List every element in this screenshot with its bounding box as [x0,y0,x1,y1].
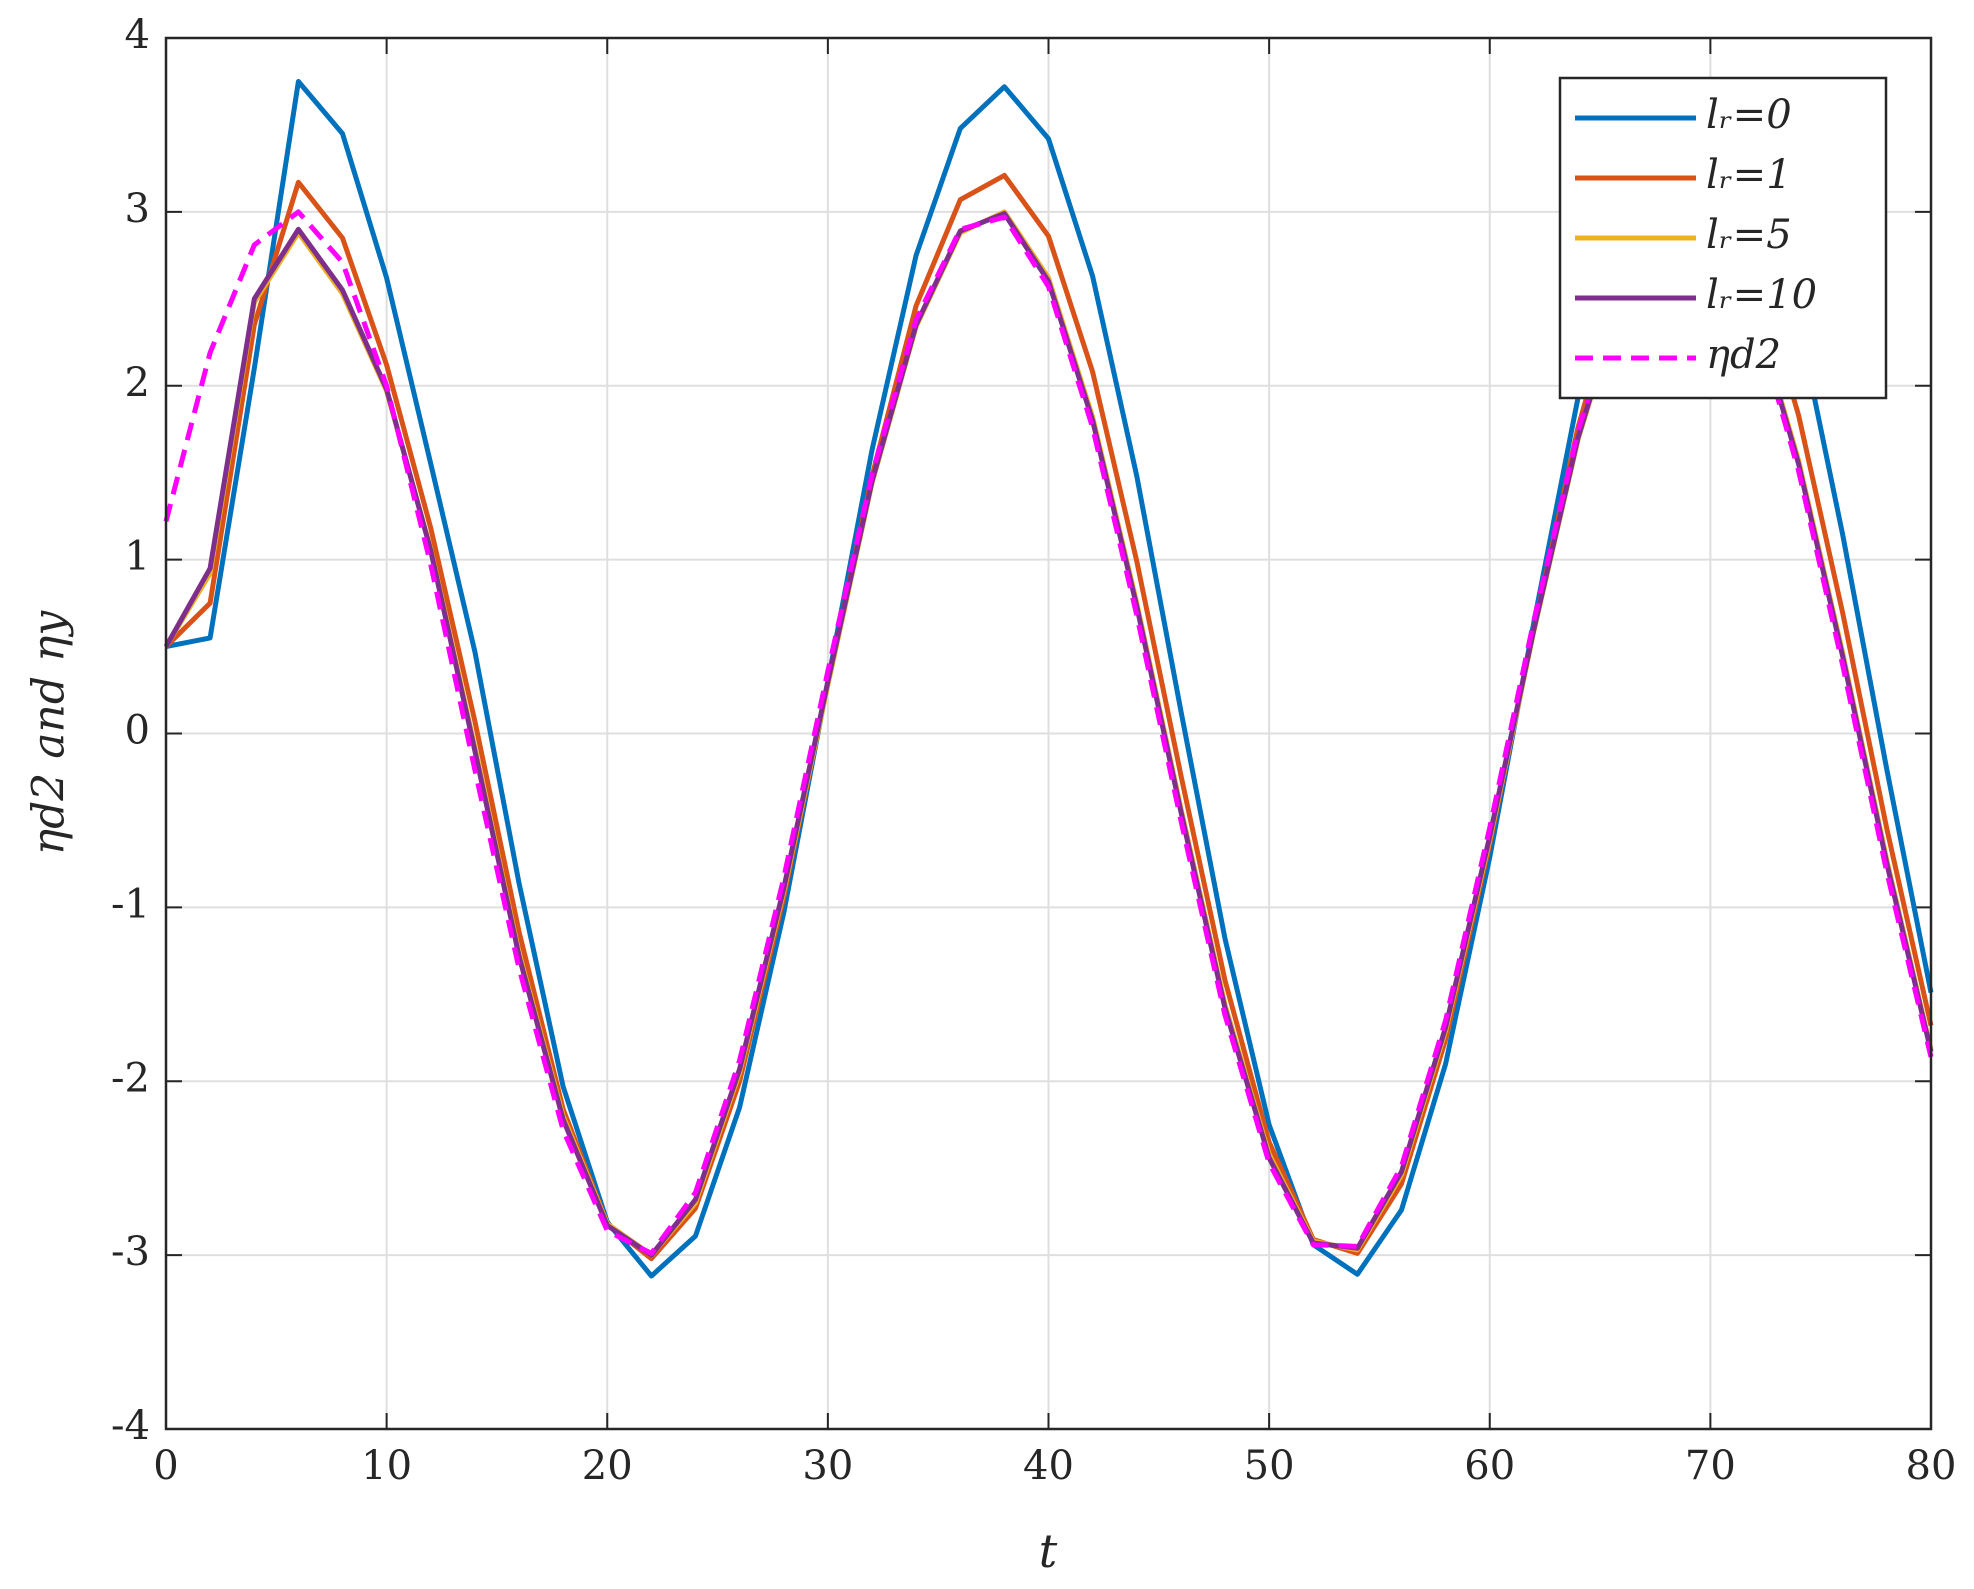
legend-label: lᵣ=10 [1706,272,1817,318]
y-tick-label: 4 [125,12,150,58]
y-tick-label: 0 [125,708,150,754]
legend-label: lᵣ=1 [1706,152,1792,198]
x-tick-label: 40 [1023,1443,1074,1489]
y-tick-label: -4 [111,1403,150,1449]
x-axis-label: t [1039,1524,1058,1578]
x-tick-label: 30 [802,1443,853,1489]
y-tick-label: -3 [111,1229,150,1275]
legend-label: lᵣ=0 [1706,92,1792,138]
x-tick-label: 20 [582,1443,633,1489]
y-axis-label: ηd2 and ηy [24,610,75,856]
x-tick-label: 80 [1906,1443,1957,1489]
y-tick-label: -1 [111,881,150,927]
x-tick-label: 60 [1464,1443,1515,1489]
y-tick-label: -2 [111,1055,150,1101]
x-tick-label: 0 [153,1443,178,1489]
y-tick-label: 3 [125,186,150,232]
x-tick-label: 50 [1244,1443,1295,1489]
legend: lᵣ=0 lᵣ=1 lᵣ=5 lᵣ=10 ηd2 [1558,76,1888,400]
y-tick-label: 2 [125,360,150,406]
legend-label: lᵣ=5 [1706,212,1792,258]
y-tick-label: 1 [125,534,150,580]
x-tick-label: 10 [361,1443,412,1489]
x-tick-label: 70 [1685,1443,1736,1489]
plot-frame [164,36,1933,1431]
legend-label: ηd2 [1706,332,1781,378]
